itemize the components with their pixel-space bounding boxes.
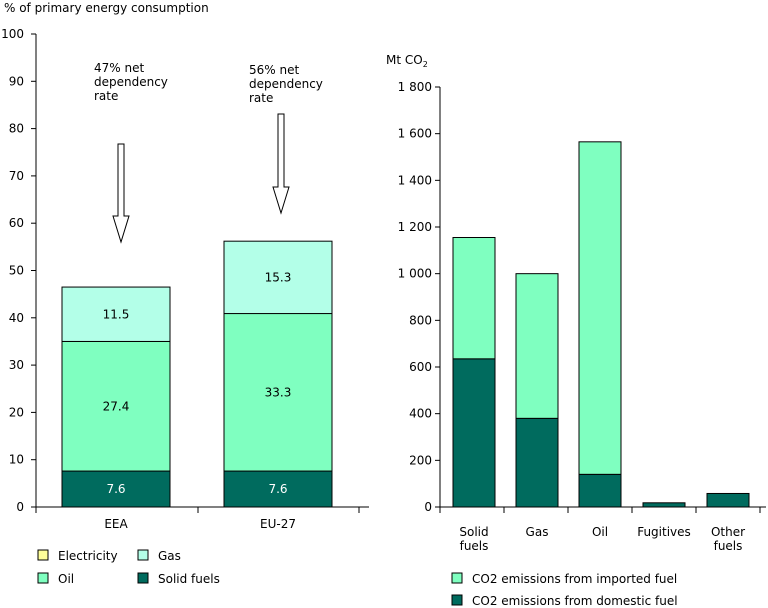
legend-swatch	[37, 572, 49, 584]
legend-swatch	[37, 549, 49, 561]
y-axis-title: Mt CO2	[386, 53, 428, 69]
y-axis-title: % of primary energy consumption	[4, 1, 209, 15]
x-tick-label: EU-27	[260, 517, 296, 531]
y-tick-label: 1 000	[398, 267, 432, 281]
left-chart: 0 10 20 30 40 50 60 70 80 90 100 % of primary energ…	[1, 1, 369, 586]
data-label: 27.4	[103, 399, 130, 413]
bar-segment	[452, 358, 496, 508]
legend-label: Oil	[58, 572, 74, 586]
x-tick-label: fuels	[460, 539, 489, 553]
y-tick-label: 1 400	[398, 173, 432, 187]
data-label: 33.3	[265, 385, 292, 399]
legend-label: Solid fuels	[158, 572, 220, 586]
y-tick-label: 80	[9, 122, 24, 136]
legend-swatch	[137, 549, 149, 561]
y-tick-label: 60	[9, 216, 24, 230]
y-tick-label: 0	[16, 500, 24, 514]
bar-segment	[515, 417, 559, 508]
bar-segment	[61, 286, 171, 342]
x-tick-label: fuels	[714, 539, 743, 553]
x-tick-label: Oil	[592, 525, 608, 539]
y-tick-label: 200	[409, 453, 432, 467]
legend-swatch	[451, 594, 463, 606]
y-tick-label: 600	[409, 360, 432, 374]
bar-segment	[515, 273, 559, 419]
x-tick-label: Fugitives	[637, 525, 691, 539]
annotation-text: 47% net	[94, 61, 144, 75]
legend-swatch	[451, 572, 463, 584]
bar-segment	[578, 141, 622, 475]
bar-segment	[223, 313, 333, 472]
bar-segment	[61, 470, 171, 508]
annotation-text: rate	[94, 89, 118, 103]
legend-label: CO2 emissions from imported fuel	[472, 572, 677, 586]
y-tick-label: 1 800	[398, 80, 432, 94]
y-axis-title-subscript: 2	[423, 60, 428, 69]
y-tick-label: 1 600	[398, 127, 432, 141]
y-tick-label: 20	[9, 405, 24, 419]
annotation-text: dependency	[249, 77, 323, 91]
y-tick-label: 90	[9, 74, 24, 88]
data-label: 7.6	[106, 482, 125, 496]
legend-swatch	[137, 572, 149, 584]
x-tick-label: Other	[711, 525, 745, 539]
y-tick-label: 40	[9, 311, 24, 325]
x-tick-label: EEA	[104, 517, 128, 531]
y-tick-label: 0	[424, 500, 432, 514]
y-tick-label: 10	[9, 453, 24, 467]
bar-segment	[642, 502, 686, 508]
annotation-text: 56% net	[249, 63, 299, 77]
annotation-arrow	[272, 113, 290, 215]
bar-segment	[452, 237, 496, 360]
bar-segment	[223, 470, 333, 508]
y-tick-label: 50	[9, 264, 24, 278]
bar-segment	[706, 492, 750, 508]
legend-label: Gas	[158, 549, 181, 563]
data-label: 15.3	[265, 270, 292, 284]
y-tick-label: 70	[9, 169, 24, 183]
y-tick-label: 800	[409, 313, 432, 327]
bar-segment	[578, 473, 622, 508]
y-tick-label: 1 200	[398, 220, 432, 234]
annotation-text: dependency	[94, 75, 168, 89]
legend-label: CO2 emissions from domestic fuel	[472, 594, 678, 608]
y-tick-label: 30	[9, 358, 24, 372]
y-tick-label: 400	[409, 407, 432, 421]
bar-segment	[61, 340, 171, 472]
bar-segment	[223, 240, 333, 315]
annotation-text: rate	[249, 91, 273, 105]
x-tick-label: Solid	[459, 525, 488, 539]
data-label: 7.6	[268, 482, 287, 496]
legend-label: Electricity	[58, 549, 118, 563]
x-tick-label: Gas	[526, 525, 549, 539]
y-tick-label: 100	[1, 27, 24, 41]
data-label: 11.5	[103, 307, 130, 321]
annotation-arrow	[112, 143, 130, 244]
right-chart: 0 200 400 600 800 1 000 1 200 1 400 1 600 1 800 Mt…	[386, 53, 766, 608]
